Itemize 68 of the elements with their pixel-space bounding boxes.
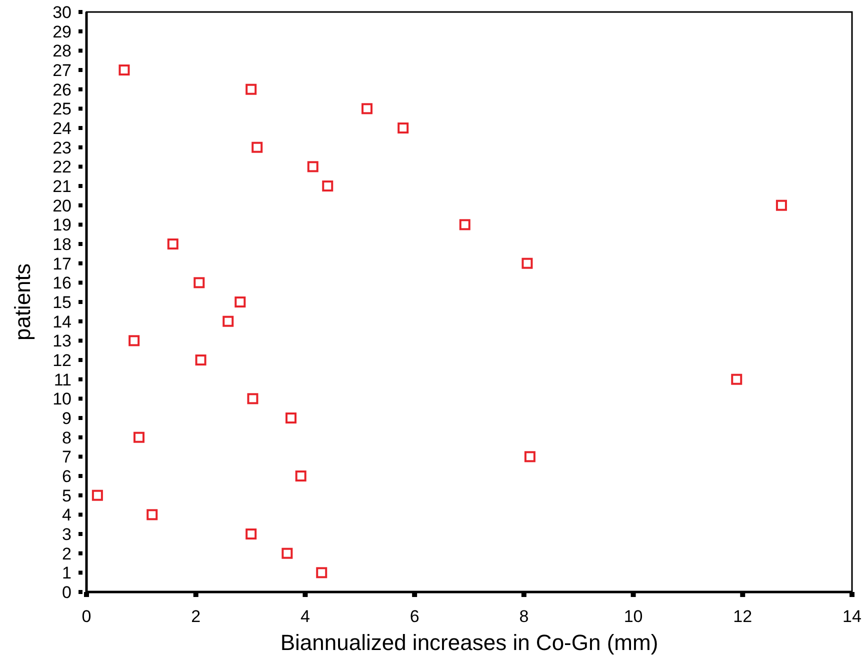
y-tick-label: 29 bbox=[52, 22, 72, 42]
y-tick-label: 30 bbox=[52, 2, 72, 22]
y-tick-label: 21 bbox=[52, 176, 72, 196]
point bbox=[295, 470, 306, 482]
y-tick-label: 13 bbox=[52, 332, 72, 351]
point bbox=[118, 64, 130, 76]
y-tick-label: 23 bbox=[52, 138, 72, 158]
point bbox=[398, 122, 409, 134]
point bbox=[286, 412, 296, 424]
point bbox=[522, 258, 533, 269]
y-tick-label: 17 bbox=[52, 254, 72, 274]
y-tick-label: 14 bbox=[52, 312, 72, 332]
point bbox=[195, 354, 206, 366]
y-tick-label: 26 bbox=[52, 80, 72, 100]
point bbox=[524, 451, 536, 462]
point bbox=[246, 528, 257, 540]
point bbox=[128, 335, 140, 346]
y-tick-label: 7 bbox=[62, 448, 72, 467]
point bbox=[246, 84, 257, 95]
point bbox=[234, 296, 246, 308]
point bbox=[146, 509, 158, 520]
x-tick-label: 0 bbox=[82, 607, 92, 626]
y-tick-label: 27 bbox=[52, 60, 72, 80]
x-tick-label: 8 bbox=[519, 607, 529, 626]
y-tick-label: 4 bbox=[62, 506, 72, 525]
x-tick-label: 14 bbox=[842, 607, 862, 626]
point bbox=[307, 161, 318, 172]
point bbox=[92, 490, 103, 501]
point bbox=[362, 103, 372, 114]
y-tick-label: 12 bbox=[52, 350, 72, 370]
y-tick-label: 16 bbox=[52, 274, 72, 293]
x-tick-label: 10 bbox=[624, 607, 643, 626]
point bbox=[133, 432, 144, 443]
y-tick-label: 24 bbox=[52, 118, 72, 138]
y-tick-label: 6 bbox=[62, 466, 72, 486]
y-tick-label: 2 bbox=[62, 544, 72, 564]
point bbox=[459, 219, 470, 230]
point bbox=[194, 277, 205, 288]
y-axis-title: patients bbox=[10, 263, 35, 341]
y-tick-label: 20 bbox=[52, 196, 72, 216]
x-axis-title: Biannualized increases in Co-Gn (mm) bbox=[280, 630, 658, 655]
point bbox=[731, 374, 742, 385]
y-tick-label: 18 bbox=[52, 234, 72, 254]
point bbox=[252, 142, 263, 153]
point bbox=[316, 567, 328, 578]
y-tick-label: 5 bbox=[62, 486, 72, 506]
y-tick-label: 8 bbox=[62, 428, 72, 448]
y-tick-label: 19 bbox=[52, 216, 72, 235]
x-tick-label: 6 bbox=[410, 607, 420, 626]
point bbox=[222, 316, 234, 327]
y-tick-label: 11 bbox=[54, 370, 72, 390]
point bbox=[247, 393, 258, 404]
y-tick-label: 9 bbox=[62, 408, 72, 428]
y-tick-label: 15 bbox=[52, 292, 72, 312]
y-tick-label: 0 bbox=[62, 582, 72, 602]
point bbox=[167, 238, 178, 250]
y-tick-label: 10 bbox=[52, 390, 72, 409]
x-tick-label: 12 bbox=[733, 607, 752, 626]
x-tick-label: 2 bbox=[191, 607, 201, 626]
y-tick-label: 3 bbox=[62, 524, 72, 544]
x-tick-label: 4 bbox=[300, 607, 310, 626]
y-tick-label: 28 bbox=[52, 42, 72, 61]
point bbox=[322, 180, 334, 192]
y-tick-label: 1 bbox=[62, 564, 72, 583]
y-tick-label: 25 bbox=[52, 100, 72, 119]
y-tick-label: 22 bbox=[52, 158, 72, 177]
point bbox=[282, 548, 293, 559]
point bbox=[776, 200, 787, 211]
